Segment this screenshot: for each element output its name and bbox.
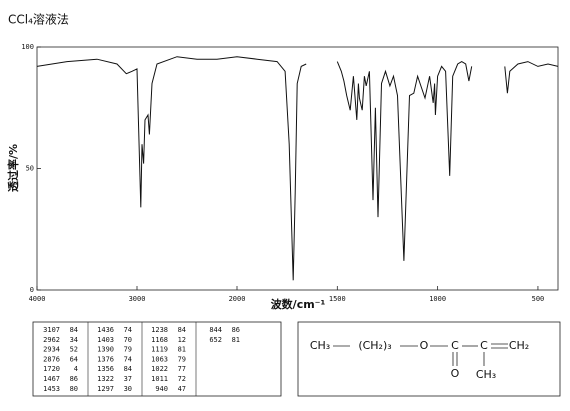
structure-group: C	[451, 339, 459, 352]
structure-group: C	[480, 339, 488, 352]
structure-group: (CH₂)₃	[358, 339, 391, 352]
peak-wavenumber: 1376	[97, 355, 114, 363]
structure-methyl: CH₃	[476, 368, 496, 381]
y-tick-label: 50	[26, 165, 34, 173]
peak-transmittance: 74	[124, 355, 132, 363]
peak-transmittance: 34	[70, 336, 78, 344]
structure-group: CH₂	[509, 339, 529, 352]
peak-transmittance: 12	[178, 336, 186, 344]
peak-transmittance: 81	[178, 346, 186, 354]
x-tick-label: 1000	[429, 295, 446, 303]
peak-wavenumber: 3107	[43, 326, 60, 334]
x-tick-label: 4000	[29, 295, 46, 303]
structure-group: O	[420, 339, 429, 352]
peak-transmittance: 86	[232, 326, 240, 334]
chart-title: CCl₄溶液法	[8, 12, 69, 27]
peak-table-frame	[32, 321, 282, 397]
peak-transmittance: 84	[70, 326, 78, 334]
x-tick-label: 500	[532, 295, 545, 303]
x-tick-label: 2000	[229, 295, 246, 303]
peak-transmittance: 86	[70, 375, 78, 383]
peak-transmittance: 74	[124, 326, 132, 334]
x-tick-label: 1500	[329, 295, 346, 303]
y-axis-label: 透过率/%	[6, 144, 20, 192]
peak-transmittance: 81	[232, 336, 240, 344]
peak-wavenumber: 1390	[97, 346, 114, 354]
spectrum-line	[36, 56, 559, 281]
structure-bonds	[333, 343, 508, 366]
structure-frame	[297, 321, 561, 397]
peak-transmittance: 37	[124, 375, 132, 383]
peak-transmittance: 84	[124, 365, 132, 373]
peak-transmittance: 52	[70, 346, 78, 354]
peak-wavenumber: 844	[209, 326, 222, 334]
x-axis-label: 波数/cm⁻¹	[271, 297, 326, 311]
peak-wavenumber: 1453	[43, 385, 60, 393]
structure-group: CH₃	[310, 339, 330, 352]
peak-wavenumber: 1063	[151, 355, 168, 363]
peak-wavenumber: 1720	[43, 365, 60, 373]
peak-transmittance: 64	[70, 355, 78, 363]
peak-transmittance: 70	[124, 336, 132, 344]
peak-wavenumber: 2962	[43, 336, 60, 344]
y-tick-label: 0	[30, 286, 34, 294]
peak-wavenumber: 1356	[97, 365, 114, 373]
peak-wavenumber: 1467	[43, 375, 60, 383]
peak-wavenumber: 1238	[151, 326, 168, 334]
peak-wavenumber: 1119	[151, 346, 168, 354]
peak-transmittance: 79	[178, 355, 186, 363]
peak-wavenumber: 1403	[97, 336, 114, 344]
peak-wavenumber: 1011	[151, 375, 168, 383]
peak-transmittance: 80	[70, 385, 78, 393]
structure-carbonyl-o: O	[451, 367, 460, 380]
peak-transmittance: 84	[178, 326, 186, 334]
peak-transmittance: 72	[178, 375, 186, 383]
peak-wavenumber: 1297	[97, 385, 114, 393]
peak-wavenumber: 1168	[151, 336, 168, 344]
peak-transmittance: 79	[124, 346, 132, 354]
peak-transmittance: 4	[74, 365, 78, 373]
peak-wavenumber: 1022	[151, 365, 168, 373]
y-tick-label: 100	[21, 43, 34, 51]
peak-wavenumber: 2876	[43, 355, 60, 363]
peak-wavenumber: 652	[209, 336, 222, 344]
peak-wavenumber: 1322	[97, 375, 114, 383]
x-tick-label: 3000	[129, 295, 146, 303]
peak-wavenumber: 2934	[43, 346, 60, 354]
peak-transmittance: 77	[178, 365, 186, 373]
peak-transmittance: 47	[178, 385, 186, 393]
peak-transmittance: 30	[124, 385, 132, 393]
peak-wavenumber: 1436	[97, 326, 114, 334]
peak-wavenumber: 940	[155, 385, 168, 393]
